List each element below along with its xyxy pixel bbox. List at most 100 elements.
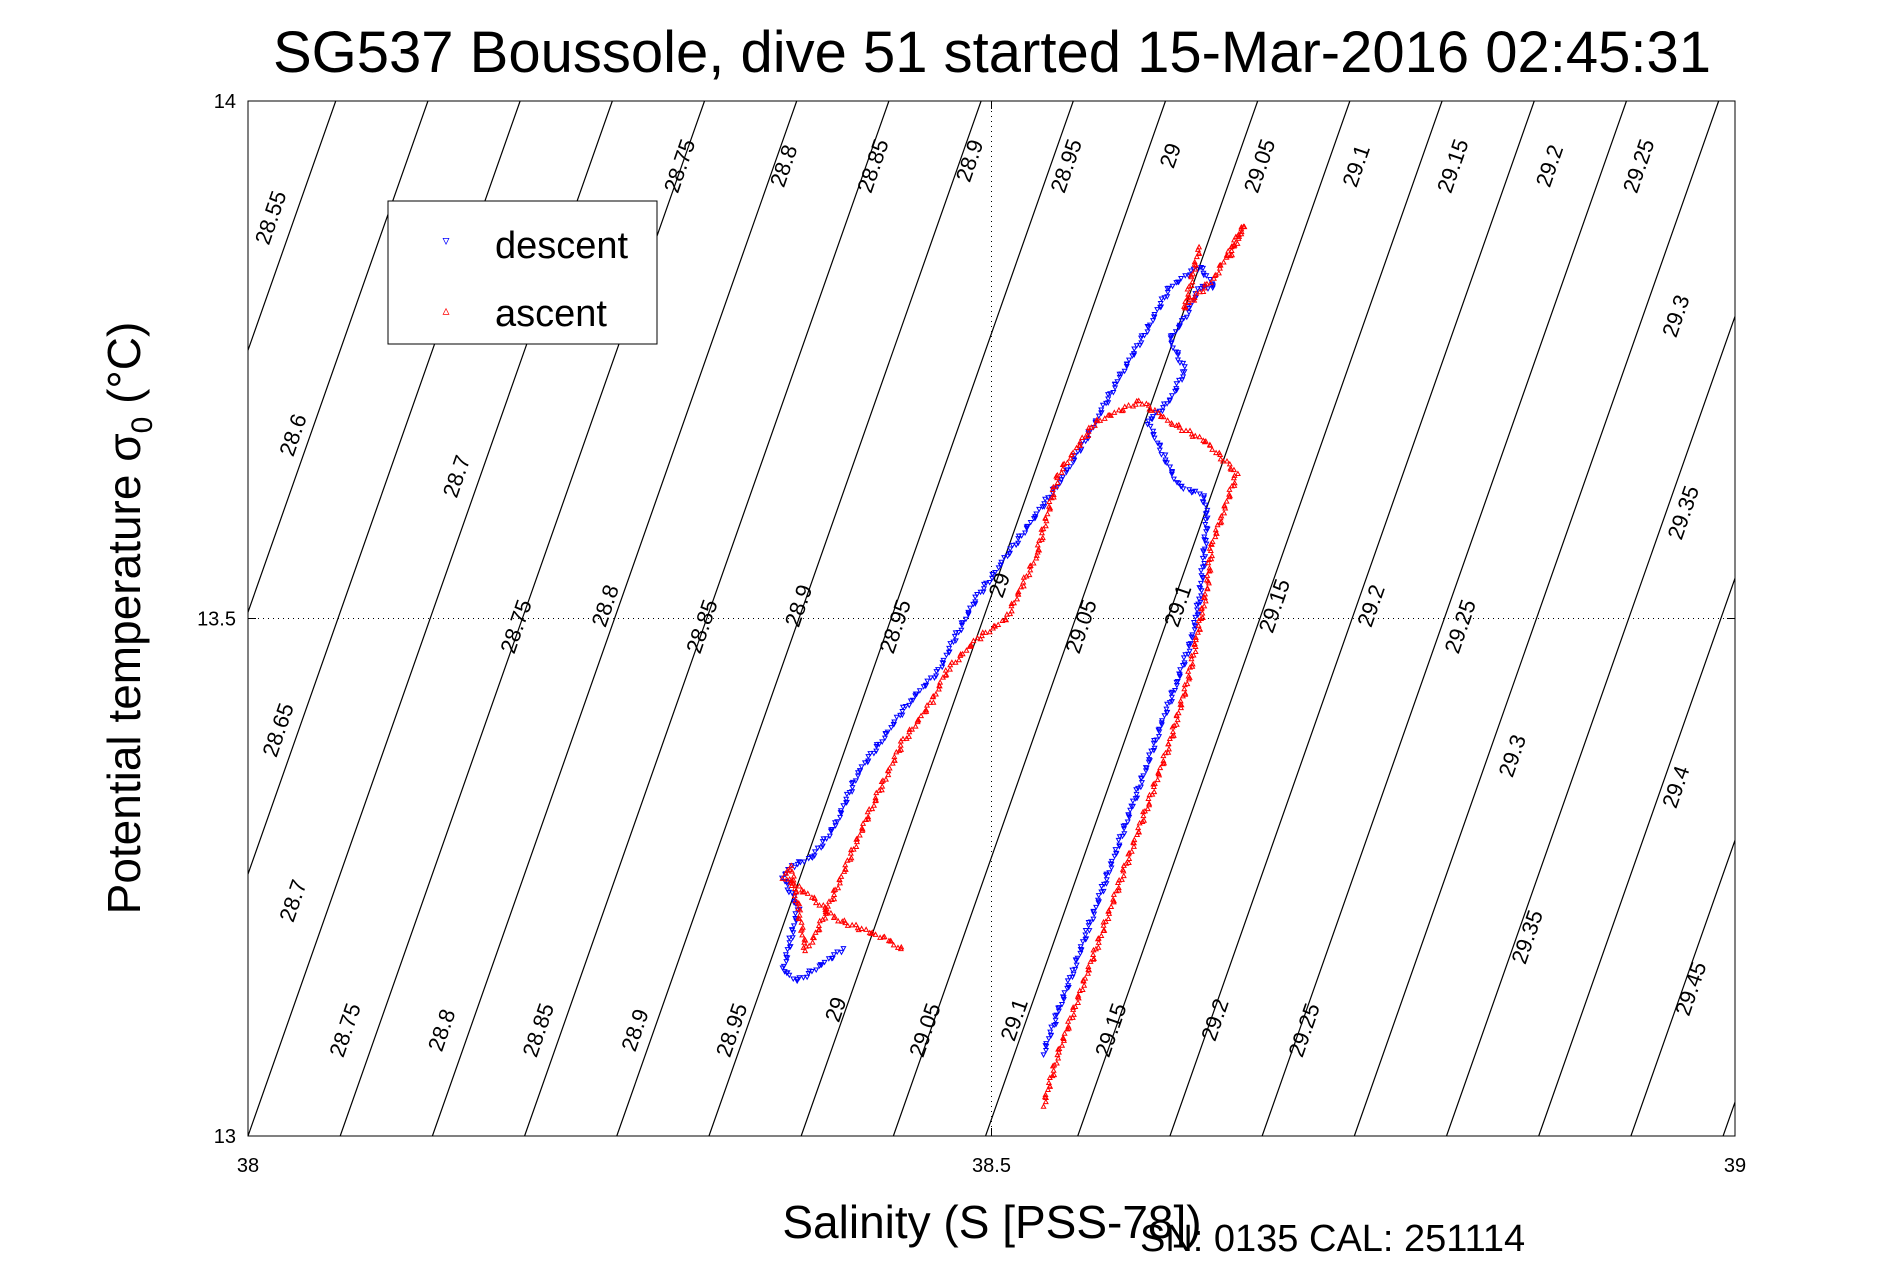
data-point <box>907 698 914 705</box>
data-point <box>1175 352 1182 358</box>
data-point <box>1125 357 1133 364</box>
data-point <box>849 921 856 928</box>
data-point <box>878 786 885 793</box>
data-point <box>1030 516 1038 522</box>
data-point <box>782 952 789 958</box>
data-point <box>819 916 826 922</box>
data-point <box>1064 459 1071 466</box>
data-point <box>840 803 847 809</box>
data-point <box>1023 525 1030 532</box>
data-point <box>783 954 790 961</box>
data-point <box>983 580 990 587</box>
data-point <box>986 579 993 586</box>
data-point <box>1137 784 1144 791</box>
legend-marker-descent: ▿ <box>442 233 449 249</box>
data-point <box>946 666 953 672</box>
legend-box <box>387 200 658 345</box>
data-point <box>782 870 789 876</box>
data-point <box>1187 641 1194 647</box>
data-point <box>957 652 964 658</box>
data-point <box>1105 392 1112 398</box>
data-point <box>1169 728 1177 735</box>
data-point <box>1125 859 1132 865</box>
data-point <box>1082 433 1089 439</box>
data-point <box>1207 279 1214 286</box>
data-point <box>1202 590 1209 597</box>
data-point <box>816 902 823 908</box>
data-point <box>1145 795 1152 801</box>
data-point <box>945 650 953 656</box>
data-point <box>824 909 831 916</box>
data-point <box>1054 474 1061 481</box>
data-point <box>1105 411 1112 418</box>
data-point <box>835 884 842 891</box>
data-point <box>1176 322 1183 329</box>
data-point <box>1054 1051 1061 1058</box>
data-point <box>813 967 820 973</box>
data-point <box>1208 552 1216 559</box>
data-point <box>795 914 802 921</box>
data-point <box>830 952 837 958</box>
data-point <box>1050 491 1057 498</box>
data-point <box>1212 533 1219 540</box>
data-point <box>924 678 931 685</box>
data-point <box>1049 1072 1056 1079</box>
data-point <box>923 706 930 713</box>
data-point <box>952 630 959 636</box>
data-point <box>1098 410 1105 417</box>
data-point <box>989 624 996 631</box>
data-point <box>1174 357 1182 364</box>
data-point <box>1159 760 1167 767</box>
data-point <box>920 684 927 690</box>
data-point <box>1002 616 1009 622</box>
data-point <box>1163 706 1170 713</box>
data-point <box>795 905 802 911</box>
density-isoline <box>524 101 890 1136</box>
data-point <box>843 796 850 803</box>
density-isoline <box>892 101 1259 1136</box>
data-point <box>912 693 919 699</box>
data-point <box>788 868 796 874</box>
data-point <box>1140 817 1148 823</box>
data-point <box>1199 499 1206 505</box>
data-point <box>1185 672 1192 679</box>
data-point <box>1043 517 1050 524</box>
data-point <box>1184 680 1191 687</box>
data-point <box>1150 318 1157 324</box>
data-point <box>835 917 842 924</box>
data-point <box>1199 610 1206 616</box>
data-point <box>1177 701 1184 707</box>
data-point <box>1230 242 1237 249</box>
data-point <box>826 833 833 840</box>
data-point <box>1128 803 1135 810</box>
data-point <box>801 888 808 895</box>
data-point <box>946 645 953 652</box>
data-point <box>1023 524 1030 531</box>
data-point <box>1180 316 1187 322</box>
data-point <box>789 935 796 941</box>
data-point <box>1182 298 1189 304</box>
data-point <box>981 581 988 588</box>
data-point <box>805 855 812 862</box>
data-point <box>1196 288 1203 295</box>
data-point <box>888 725 895 731</box>
y-axis-label: Potential temperature σ0 (°C) <box>98 322 159 915</box>
data-point <box>1059 474 1066 481</box>
data-point <box>1135 785 1142 792</box>
data-point <box>1073 962 1080 969</box>
data-point <box>1201 561 1208 567</box>
data-point <box>1125 402 1132 408</box>
data-point <box>800 944 807 950</box>
data-point <box>1111 409 1118 415</box>
data-point <box>1167 335 1174 342</box>
data-point <box>1038 536 1045 542</box>
data-point <box>1169 333 1176 339</box>
data-point <box>1091 422 1098 428</box>
data-point <box>866 806 873 812</box>
data-point <box>1170 732 1177 738</box>
data-point <box>1151 780 1158 786</box>
data-point <box>1198 568 1205 574</box>
data-point <box>1169 723 1176 730</box>
data-point <box>881 933 888 940</box>
data-point <box>1042 1091 1049 1098</box>
